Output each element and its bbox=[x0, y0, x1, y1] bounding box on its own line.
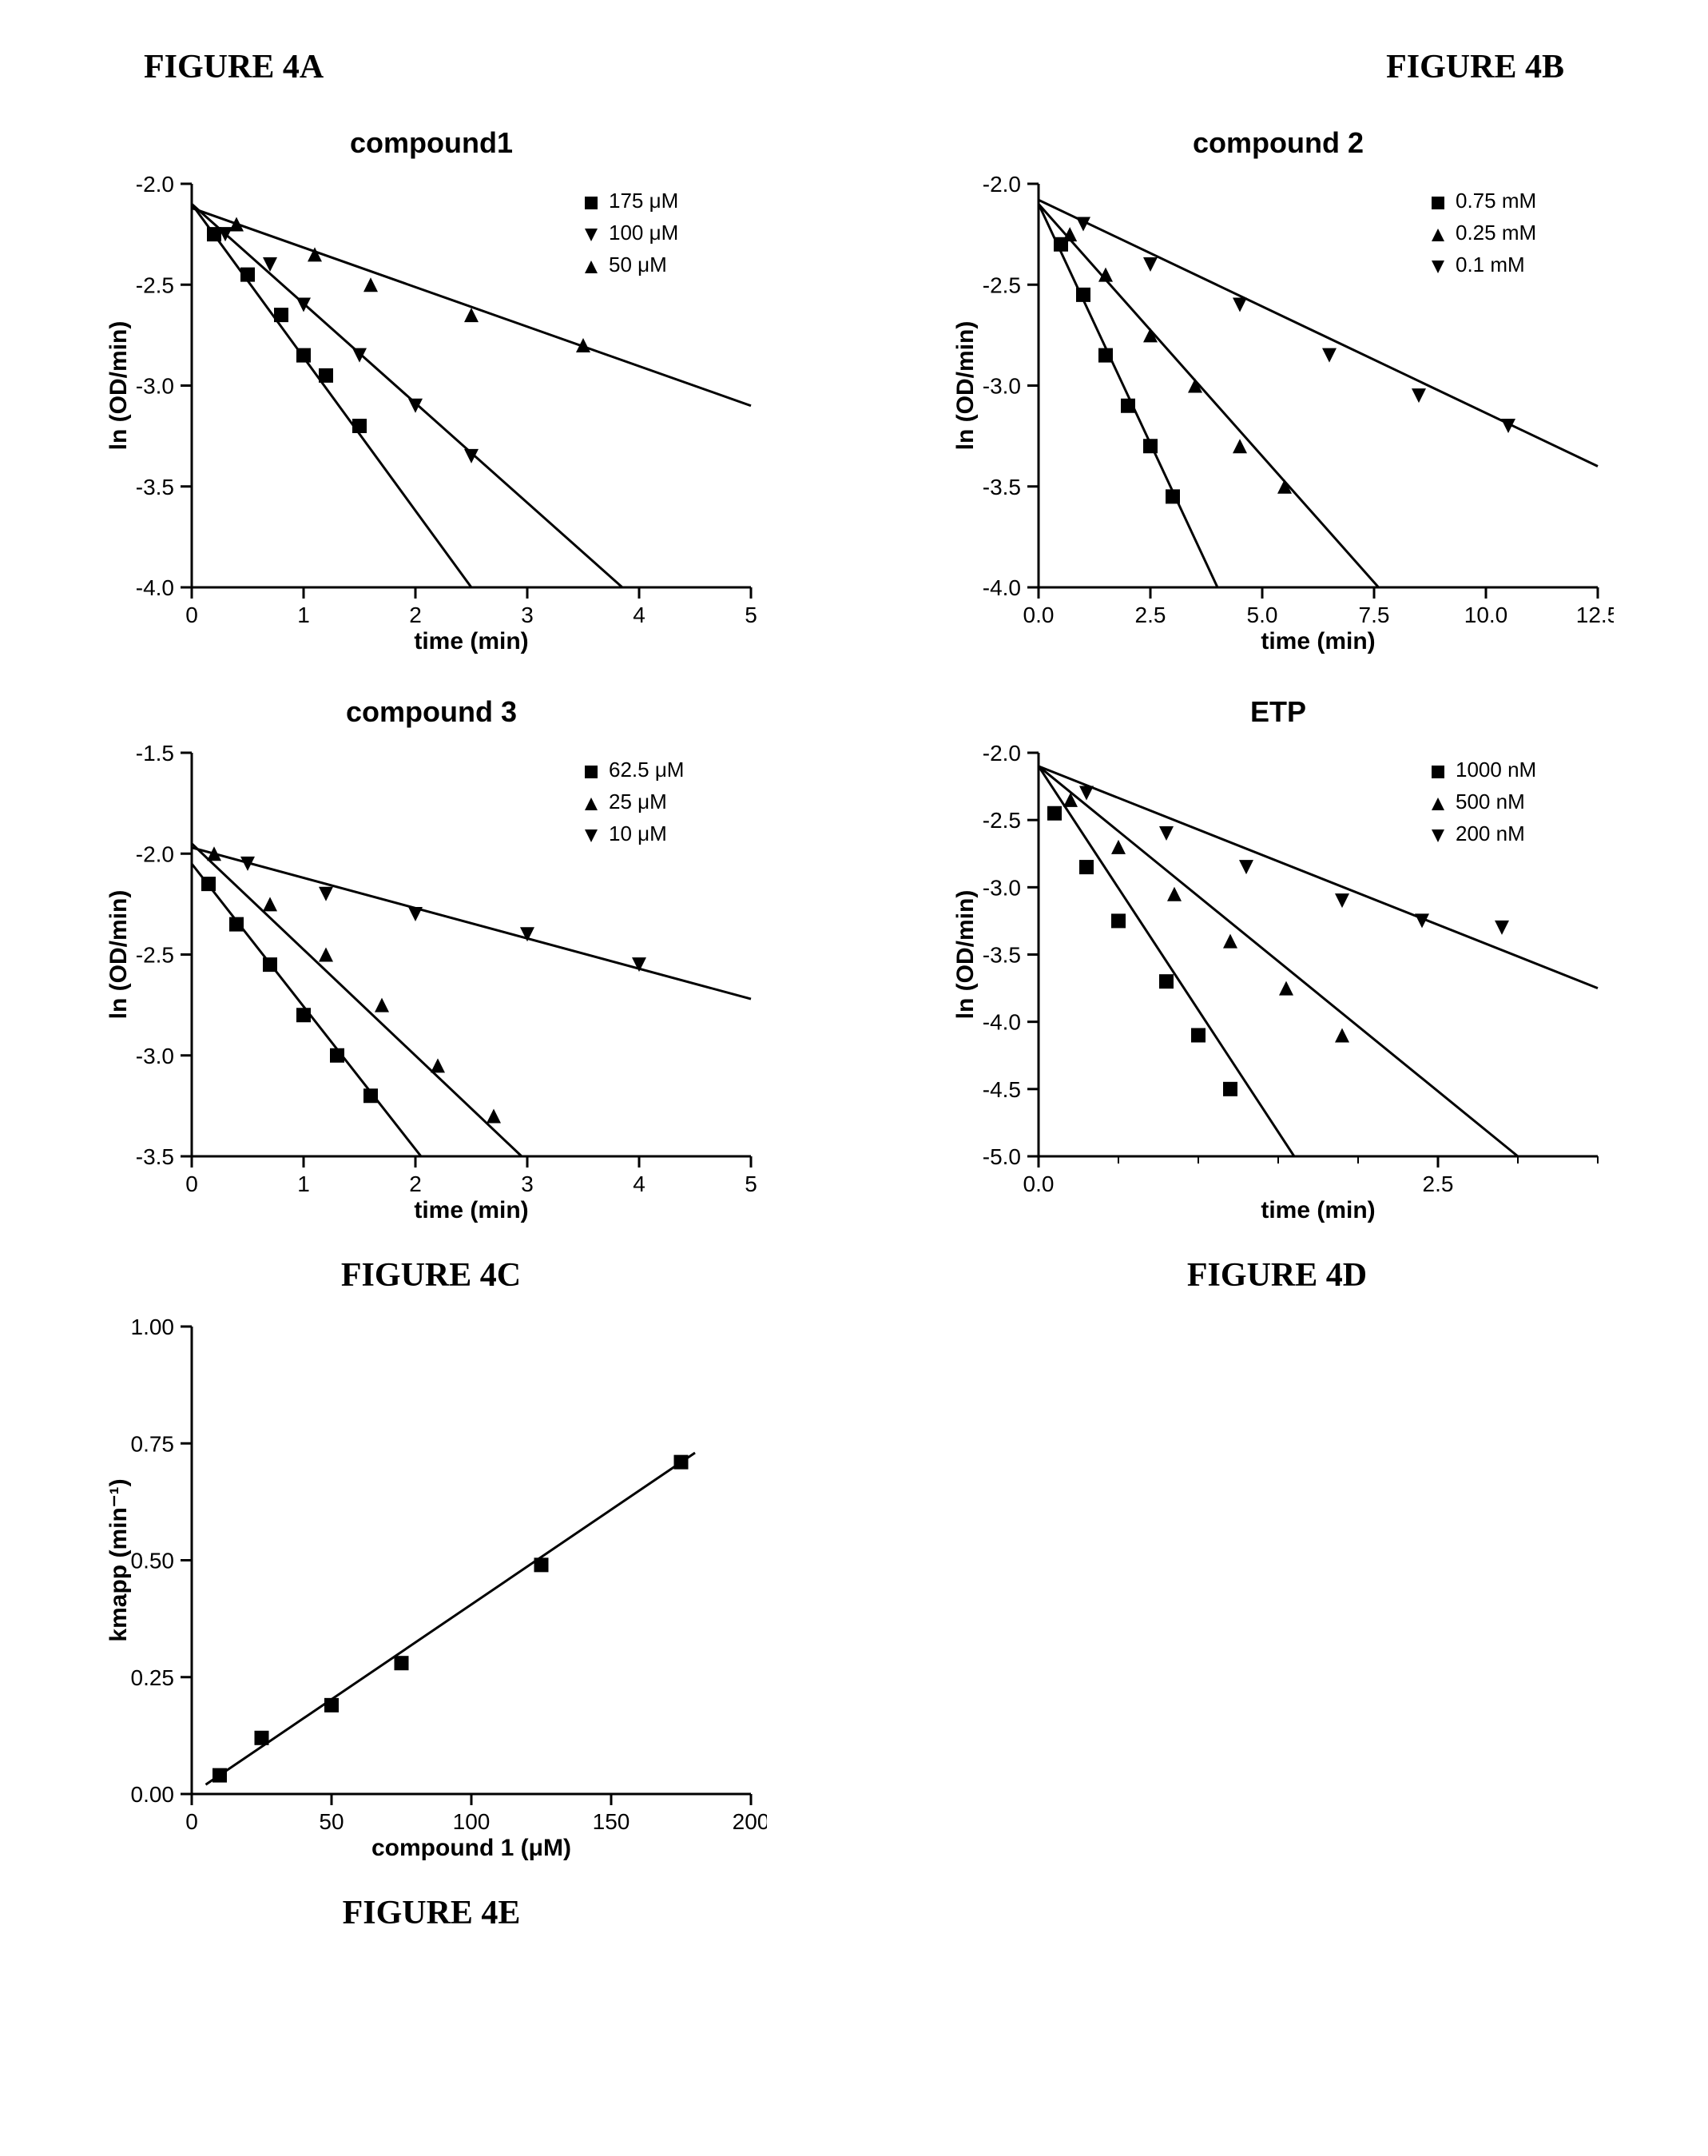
mid-label-row: FIGURE 4C FIGURE 4D bbox=[96, 1256, 1612, 1295]
svg-text:-5.0: -5.0 bbox=[983, 1144, 1021, 1169]
svg-text:200 nM: 200 nM bbox=[1456, 821, 1525, 845]
svg-text:ln (OD/min): ln (OD/min) bbox=[952, 321, 979, 451]
svg-text:-3.5: -3.5 bbox=[136, 1144, 174, 1169]
panel-e: 0 50 100 150 200 0.00 0.25 0.50 0.75 1.00 compound… bbox=[96, 1311, 767, 1932]
svg-text:0: 0 bbox=[185, 1809, 198, 1834]
chart-etp: 0.0 2.5 -5.0 -4.5 -4.0 -3.5 -3.0 -2.5 -2.0 time (… bbox=[943, 737, 1614, 1232]
svg-text:kmapp (min⁻¹): kmapp (min⁻¹) bbox=[105, 1478, 132, 1641]
title-a: compound1 bbox=[96, 126, 767, 160]
top-label-row: FIGURE 4A FIGURE 4B bbox=[96, 48, 1612, 94]
svg-text:25 μM: 25 μM bbox=[609, 790, 667, 813]
row-2: compound 3 0 1 2 3 4 5 -3.5 -3.0 -2.5 -2.0 -1.5 tim… bbox=[96, 663, 1612, 1232]
svg-text:-3.5: -3.5 bbox=[983, 943, 1021, 968]
svg-text:2: 2 bbox=[409, 1171, 422, 1196]
svg-text:1000 nM: 1000 nM bbox=[1456, 758, 1536, 782]
figure-4d-label: FIGURE 4D bbox=[942, 1256, 1612, 1295]
svg-text:-2.0: -2.0 bbox=[136, 841, 174, 866]
chart-compound-1: 0 1 2 3 4 5 -4.0 -3.5 -3.0 -2.5 -2.0 time (min) ln (… bbox=[96, 168, 767, 663]
svg-text:1: 1 bbox=[297, 1171, 310, 1196]
svg-text:50 μM: 50 μM bbox=[609, 253, 667, 276]
svg-text:5: 5 bbox=[745, 603, 757, 627]
svg-text:200: 200 bbox=[733, 1809, 767, 1834]
figure-4e-label: FIGURE 4E bbox=[96, 1894, 767, 1932]
svg-text:2.5: 2.5 bbox=[1423, 1171, 1454, 1196]
svg-text:0.1 mM: 0.1 mM bbox=[1456, 253, 1525, 276]
svg-text:0.00: 0.00 bbox=[131, 1782, 175, 1807]
svg-text:10 μM: 10 μM bbox=[609, 821, 667, 845]
svg-text:5.0: 5.0 bbox=[1247, 603, 1278, 627]
svg-text:-3.5: -3.5 bbox=[136, 475, 174, 499]
svg-text:0: 0 bbox=[185, 1171, 198, 1196]
svg-text:time (min): time (min) bbox=[1261, 1197, 1375, 1223]
figure-4c-label: FIGURE 4C bbox=[96, 1256, 766, 1295]
svg-text:ln (OD/min): ln (OD/min) bbox=[105, 890, 132, 1020]
chart-compound-3: 0 1 2 3 4 5 -3.5 -3.0 -2.5 -2.0 -1.5 time (min) ln (… bbox=[96, 737, 767, 1232]
svg-text:0.25: 0.25 bbox=[131, 1665, 175, 1690]
svg-text:0: 0 bbox=[185, 603, 198, 627]
chart-kmapp: 0 50 100 150 200 0.00 0.25 0.50 0.75 1.00 compound… bbox=[96, 1311, 767, 1870]
svg-text:time (min): time (min) bbox=[414, 1197, 528, 1223]
svg-text:-2.5: -2.5 bbox=[983, 272, 1021, 297]
svg-text:4: 4 bbox=[633, 603, 645, 627]
svg-text:150: 150 bbox=[593, 1809, 630, 1834]
svg-text:-2.0: -2.0 bbox=[983, 741, 1021, 766]
svg-text:100: 100 bbox=[453, 1809, 491, 1834]
svg-text:-2.5: -2.5 bbox=[136, 943, 174, 968]
svg-text:0.0: 0.0 bbox=[1023, 1171, 1055, 1196]
svg-text:1: 1 bbox=[297, 603, 310, 627]
svg-text:0.25 mM: 0.25 mM bbox=[1456, 221, 1536, 245]
svg-text:50: 50 bbox=[319, 1809, 344, 1834]
svg-text:0.75 mM: 0.75 mM bbox=[1456, 189, 1536, 213]
svg-text:0.75: 0.75 bbox=[131, 1431, 175, 1456]
svg-text:-2.5: -2.5 bbox=[136, 272, 174, 297]
svg-text:-3.0: -3.0 bbox=[136, 374, 174, 399]
svg-text:100 μM: 100 μM bbox=[609, 221, 678, 245]
svg-text:0.0: 0.0 bbox=[1023, 603, 1055, 627]
svg-text:-3.0: -3.0 bbox=[136, 1044, 174, 1068]
svg-text:-2.0: -2.0 bbox=[983, 172, 1021, 197]
svg-text:-1.5: -1.5 bbox=[136, 741, 174, 766]
svg-text:-2.0: -2.0 bbox=[136, 172, 174, 197]
svg-text:2: 2 bbox=[409, 603, 422, 627]
svg-text:-4.0: -4.0 bbox=[983, 1010, 1021, 1035]
svg-text:ln (OD/min): ln (OD/min) bbox=[105, 321, 132, 451]
svg-text:-3.0: -3.0 bbox=[983, 875, 1021, 900]
svg-text:time (min): time (min) bbox=[414, 628, 528, 654]
svg-text:175 μM: 175 μM bbox=[609, 189, 678, 213]
title-b: compound 2 bbox=[943, 126, 1614, 160]
svg-text:-4.0: -4.0 bbox=[983, 575, 1021, 600]
panel-a: compound1 0 1 2 3 4 5 -4.0 -3.5 -3.0 -2.5 -2.0 time… bbox=[96, 94, 767, 663]
title-c: compound 3 bbox=[96, 695, 767, 729]
svg-text:-3.0: -3.0 bbox=[983, 374, 1021, 399]
panel-b: compound 2 0.0 2.5 5.0 7.5 10.0 12.5 -4.0 -3.5 -… bbox=[943, 94, 1614, 663]
title-d: ETP bbox=[943, 695, 1614, 729]
svg-text:62.5 μM: 62.5 μM bbox=[609, 758, 684, 782]
svg-text:7.5: 7.5 bbox=[1359, 603, 1390, 627]
svg-text:4: 4 bbox=[633, 1171, 645, 1196]
svg-text:3: 3 bbox=[521, 603, 534, 627]
svg-text:500 nM: 500 nM bbox=[1456, 790, 1525, 813]
svg-text:-2.5: -2.5 bbox=[983, 808, 1021, 833]
row-3: 0 50 100 150 200 0.00 0.25 0.50 0.75 1.00 compound… bbox=[96, 1311, 1612, 1932]
svg-text:12.5: 12.5 bbox=[1576, 603, 1614, 627]
figure-4b-label: FIGURE 4B bbox=[1386, 48, 1564, 86]
svg-text:ln (OD/min): ln (OD/min) bbox=[952, 890, 979, 1020]
svg-text:1.00: 1.00 bbox=[131, 1315, 175, 1339]
svg-text:-4.0: -4.0 bbox=[136, 575, 174, 600]
panel-c: compound 3 0 1 2 3 4 5 -3.5 -3.0 -2.5 -2.0 -1.5 tim… bbox=[96, 663, 767, 1232]
svg-text:-3.5: -3.5 bbox=[983, 475, 1021, 499]
panel-d: ETP 0.0 2.5 -5.0 -4.5 -4.0 -3.5 -3.0 -2.5 -2.0 ti… bbox=[943, 663, 1614, 1232]
figure-4a-label: FIGURE 4A bbox=[144, 48, 324, 86]
svg-text:-4.5: -4.5 bbox=[983, 1077, 1021, 1102]
svg-text:3: 3 bbox=[521, 1171, 534, 1196]
row-1: compound1 0 1 2 3 4 5 -4.0 -3.5 -3.0 -2.5 -2.0 time… bbox=[96, 94, 1612, 663]
svg-text:0.50: 0.50 bbox=[131, 1549, 175, 1573]
svg-text:compound 1 (μM): compound 1 (μM) bbox=[371, 1835, 571, 1861]
chart-compound-2: 0.0 2.5 5.0 7.5 10.0 12.5 -4.0 -3.5 -3.0 -2.5 -2.0… bbox=[943, 168, 1614, 663]
svg-text:2.5: 2.5 bbox=[1135, 603, 1166, 627]
svg-text:5: 5 bbox=[745, 1171, 757, 1196]
svg-text:10.0: 10.0 bbox=[1464, 603, 1508, 627]
svg-text:time (min): time (min) bbox=[1261, 628, 1375, 654]
